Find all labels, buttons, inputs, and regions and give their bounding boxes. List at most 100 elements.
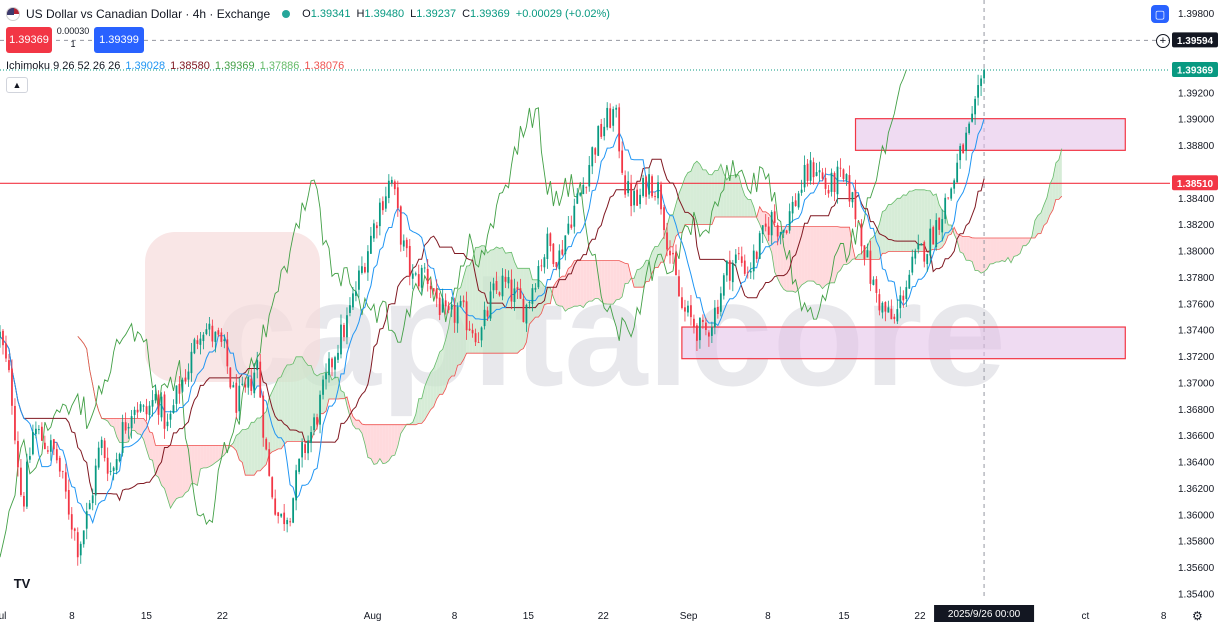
collapse-legend-chevron-up-icon[interactable]: ▲ <box>6 77 28 93</box>
candle-body <box>716 306 719 314</box>
candle-body <box>307 440 309 454</box>
candle-body <box>441 298 444 313</box>
last-price-tag-bg <box>1172 62 1218 78</box>
candle-body <box>37 429 40 431</box>
candle-body <box>235 382 238 413</box>
quantity-value: 1 <box>70 39 76 49</box>
cloud-segment <box>391 424 395 457</box>
kijun-line <box>0 158 985 502</box>
candle-body <box>923 242 926 262</box>
candle-body <box>498 292 501 296</box>
cloud-segment <box>176 445 180 499</box>
span-a-value: 1.37886 <box>259 60 300 72</box>
candle-body <box>603 126 606 137</box>
price-tick-label: 1.37000 <box>1178 378 1215 389</box>
cloud-segment <box>212 445 216 465</box>
candle-body <box>755 251 758 259</box>
layout-icon[interactable]: ▢ <box>1151 5 1169 23</box>
cloud-segment <box>738 175 742 218</box>
candle-body <box>824 177 827 189</box>
candle-body <box>396 187 399 208</box>
candle-body <box>567 223 570 234</box>
cloud-segment <box>822 226 826 289</box>
candle-body <box>531 288 534 304</box>
cloud-segment <box>634 269 638 288</box>
cloud-segment <box>625 263 629 284</box>
candle-body <box>779 232 782 235</box>
cloud-segment <box>1007 238 1011 263</box>
candle-body <box>471 329 474 334</box>
cloud-segment <box>445 327 449 389</box>
candle-body <box>845 174 848 181</box>
candle-body <box>438 297 441 316</box>
cloud-segment <box>906 191 910 252</box>
candle-body <box>217 330 220 335</box>
cloud-segment <box>670 214 673 247</box>
cloud-segment <box>984 238 988 272</box>
candle-body <box>349 305 351 313</box>
candle-body <box>286 520 289 525</box>
symbol-title[interactable]: US Dollar vs Canadian Dollar · 4h · Exch… <box>26 7 271 21</box>
cloud-segment <box>302 356 306 442</box>
candle-body <box>474 333 477 343</box>
candle-body <box>244 384 247 388</box>
candle-body <box>139 404 142 412</box>
candle-body <box>43 442 46 450</box>
candle-body <box>411 273 414 279</box>
buy-button[interactable]: 1.39399 <box>94 27 144 53</box>
candle-body <box>447 305 450 311</box>
candle-body <box>525 304 528 324</box>
cloud-segment <box>113 418 117 437</box>
cursor-date-label: 2025/9/26 00:00 <box>948 609 1021 620</box>
cloud-segment <box>810 226 814 282</box>
cloud-segment <box>885 204 889 254</box>
candle-body <box>791 201 794 214</box>
candle-body <box>118 453 121 462</box>
candle-body <box>839 167 842 169</box>
candle-body <box>782 229 785 233</box>
ichimoku-legend[interactable]: Ichimoku 9 26 52 26 26 1.39028 1.38580 1… <box>6 60 344 72</box>
crosshair-price-tag-bg <box>1172 32 1218 48</box>
candle-body <box>651 176 653 197</box>
time-tick-label: Jul <box>0 611 6 622</box>
candle-body <box>88 503 91 510</box>
candle-body <box>944 197 947 219</box>
cloud-segment <box>882 210 886 254</box>
cloud-segment <box>284 364 288 445</box>
price-tick-label: 1.37200 <box>1178 352 1215 363</box>
candle-body <box>358 270 360 290</box>
time-tick-label: 22 <box>914 611 926 622</box>
candle-body <box>636 189 638 206</box>
candle-body <box>319 394 321 425</box>
candle-body <box>414 273 417 275</box>
cloud-segment <box>996 238 1000 263</box>
cloud-segment <box>236 433 240 460</box>
cloud-segment <box>972 237 976 271</box>
candle-body <box>352 293 354 308</box>
sell-button[interactable]: 1.39369 <box>6 27 52 53</box>
settings-gear-icon[interactable]: ⚙ <box>1192 609 1203 623</box>
candle-body <box>501 275 504 297</box>
candle-body <box>743 260 746 274</box>
cloud-segment <box>200 445 204 470</box>
cloud-segment <box>969 236 973 262</box>
cloud-segment <box>699 164 703 225</box>
add-alert-plus-icon[interactable]: + <box>1156 34 1170 48</box>
price-tick-label: 1.39200 <box>1178 88 1215 99</box>
candle-body <box>378 202 381 227</box>
candle-body <box>372 223 375 239</box>
candle-body <box>58 457 61 472</box>
candle-body <box>615 107 618 110</box>
cloud-segment <box>239 429 243 463</box>
cloud-segment <box>840 227 844 271</box>
cloud-segment <box>346 396 350 417</box>
candle-body <box>902 295 905 301</box>
candle-body <box>815 172 818 176</box>
candle-body <box>355 291 357 296</box>
candle-body <box>417 274 420 287</box>
candle-body <box>283 512 286 525</box>
cloud-segment <box>430 368 434 410</box>
cloud-segment <box>125 418 129 443</box>
